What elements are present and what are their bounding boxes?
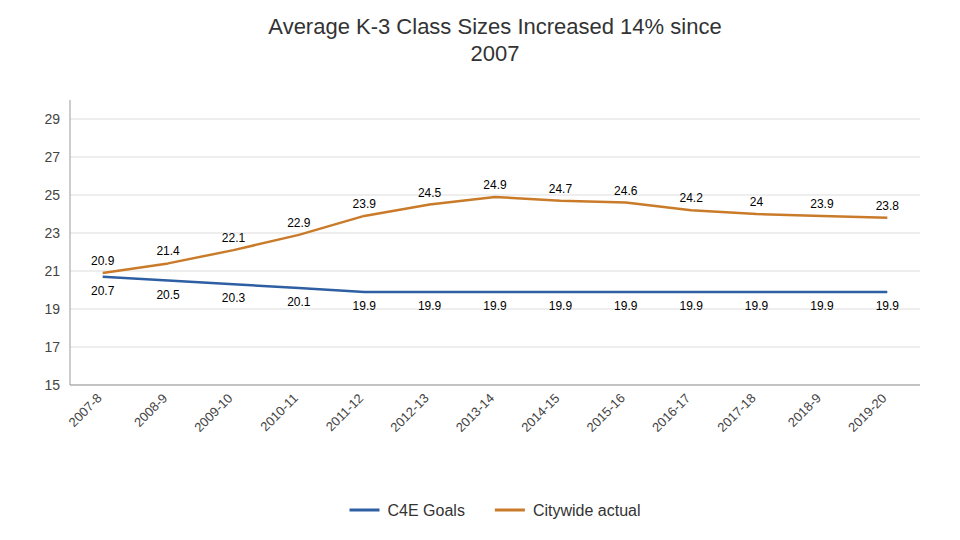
- data-label: 23.9: [353, 197, 377, 211]
- grid-line: [70, 385, 920, 386]
- data-label: 19.9: [876, 299, 900, 313]
- grid-line: [70, 271, 920, 272]
- data-label: 23.8: [876, 199, 900, 213]
- data-label: 19.9: [745, 299, 769, 313]
- series-group: [103, 197, 888, 292]
- data-label: 24.9: [483, 178, 507, 192]
- data-label: 22.9: [287, 216, 311, 230]
- x-tick-label: 2013-14: [453, 391, 497, 435]
- chart-svg: Average K-3 Class Sizes Increased 14% si…: [0, 0, 960, 540]
- data-label: 19.9: [679, 299, 703, 313]
- data-label: 20.5: [156, 288, 180, 302]
- data-label: 24.5: [418, 186, 442, 200]
- y-tick-label: 27: [44, 149, 60, 165]
- y-tick-label: 19: [44, 301, 60, 317]
- legend-label: Citywide actual: [533, 502, 641, 519]
- data-label: 19.9: [418, 299, 442, 313]
- grid-line: [70, 347, 920, 348]
- legend: C4E Goals Citywide actual: [350, 502, 641, 519]
- chart-container: Average K-3 Class Sizes Increased 14% si…: [0, 0, 960, 540]
- data-label: 20.3: [222, 291, 246, 305]
- data-label: 20.7: [91, 284, 115, 298]
- grid-line: [70, 233, 920, 234]
- x-axis-line: [70, 385, 920, 386]
- data-label: 21.4: [156, 244, 180, 258]
- data-label: 20.1: [287, 295, 311, 309]
- x-tick-label: 2010-11: [257, 391, 301, 435]
- x-tick-label: 2011-12: [323, 391, 367, 435]
- data-label: 19.9: [810, 299, 834, 313]
- data-label: 24.7: [549, 182, 573, 196]
- grid-line: [70, 195, 920, 196]
- y-grid: [70, 119, 920, 385]
- series-line: [103, 277, 888, 292]
- x-tick-label: 2007-8: [66, 391, 105, 430]
- y-tick-label: 25: [44, 187, 60, 203]
- y-tick-label: 17: [44, 339, 60, 355]
- data-label: 23.9: [810, 197, 834, 211]
- x-tick-label: 2009-10: [191, 391, 235, 435]
- data-label: 20.9: [91, 254, 115, 268]
- y-tick-label: 15: [44, 377, 60, 393]
- x-tick-label: 2019-20: [845, 391, 889, 435]
- x-tick-label: 2014-15: [518, 391, 562, 435]
- data-label: 22.1: [222, 231, 246, 245]
- data-label: 19.9: [353, 299, 377, 313]
- data-label: 19.9: [549, 299, 573, 313]
- legend-swatch: [495, 509, 525, 512]
- legend-label: C4E Goals: [388, 502, 465, 519]
- grid-line: [70, 119, 920, 120]
- x-tick-label: 2008-9: [131, 391, 170, 430]
- data-label: 19.9: [614, 299, 638, 313]
- data-label: 24.2: [679, 191, 703, 205]
- grid-line: [70, 157, 920, 158]
- data-label: 24: [750, 195, 764, 209]
- x-tick-label: 2016-17: [649, 391, 693, 435]
- legend-swatch: [350, 509, 380, 512]
- y-tick-label: 23: [44, 225, 60, 241]
- x-tick-label: 2012-13: [387, 391, 431, 435]
- x-tick-label: 2015-16: [584, 391, 628, 435]
- y-tick-label: 21: [44, 263, 60, 279]
- series-line: [103, 197, 888, 273]
- y-axis-line: [70, 100, 71, 385]
- chart-title: Average K-3 Class Sizes Increased 14% si…: [268, 14, 721, 66]
- x-tick-label: 2017-18: [714, 391, 758, 435]
- x-tick-label: 2018-9: [785, 391, 824, 430]
- data-label: 24.6: [614, 184, 638, 198]
- legend-item: Citywide actual: [495, 502, 641, 519]
- y-tick-label: 29: [44, 111, 60, 127]
- legend-item: C4E Goals: [350, 502, 465, 519]
- data-label: 19.9: [483, 299, 507, 313]
